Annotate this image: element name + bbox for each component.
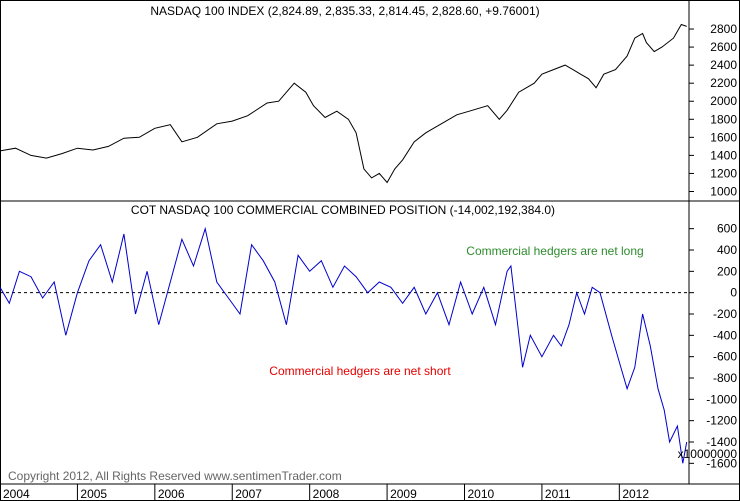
bottom-y-tick-label: -1200 — [706, 414, 737, 428]
top-y-axis: 1000 1200 1400 1600 1800 2000 2200 2400 2600 2800 — [689, 22, 737, 198]
x-tick-label: 2010 — [467, 487, 494, 501]
x-tick-label: 2012 — [622, 487, 649, 501]
bottom-y-tick-label: -600 — [713, 350, 737, 364]
bottom-y-tick-label: -200 — [713, 307, 737, 321]
top-y-tick-label: 1200 — [710, 166, 737, 180]
top-y-tick-label: 2800 — [710, 22, 737, 36]
top-y-tick-label: 1600 — [710, 130, 737, 144]
top-chart-title: NASDAQ 100 INDEX (2,824.89, 2,835.33, 2,… — [150, 4, 539, 18]
bottom-y-axis: 600 400 200 0 -200 -400 -600 -800 -1000 -1200 -140… — [689, 222, 737, 470]
bottom-y-tick-label: -800 — [713, 371, 737, 385]
top-y-tick-label: 2200 — [710, 76, 737, 90]
x-tick-label: 2011 — [545, 487, 571, 501]
bottom-y-tick-label: 0 — [730, 286, 737, 300]
x-tick-label: 2006 — [158, 487, 185, 501]
top-y-tick-label: 1400 — [710, 148, 737, 162]
top-y-tick-label: 2000 — [710, 94, 737, 108]
bottom-y-tick-label: -1600 — [706, 456, 737, 470]
net-short-annotation: Commercial hedgers are net short — [269, 364, 451, 378]
bottom-chart-title: COT NASDAQ 100 COMMERCIAL COMBINED POSIT… — [131, 203, 555, 217]
bottom-y-tick-label: 600 — [717, 222, 737, 236]
bottom-y-tick-label: -400 — [713, 328, 737, 342]
top-y-tick-label: 1800 — [710, 112, 737, 126]
bottom-y-tick-label: -1400 — [706, 435, 737, 449]
bottom-y-tick-label: -1000 — [706, 392, 737, 406]
x-tick-label: 2009 — [390, 487, 417, 501]
x-axis: 2004 2005 2006 2007 2008 2009 2010 2011 2012 — [0, 484, 649, 501]
scale-label: x10000000 — [678, 447, 738, 461]
cot-position-line — [0, 226, 688, 464]
x-tick-label: 2005 — [80, 487, 107, 501]
net-long-annotation: Commercial hedgers are net long — [466, 244, 643, 258]
copyright-text: Copyright 2012, All Rights Reserved www.… — [8, 469, 342, 483]
x-tick-label: 2008 — [313, 487, 340, 501]
bottom-y-tick-label: 400 — [717, 243, 737, 257]
nasdaq-index-line — [0, 23, 687, 184]
x-tick-label: 2004 — [3, 487, 30, 501]
x-tick-label: 2007 — [235, 487, 262, 501]
top-y-tick-label: 2400 — [710, 58, 737, 72]
bottom-y-tick-label: 200 — [717, 264, 737, 278]
top-y-tick-label: 1000 — [710, 184, 737, 198]
top-y-tick-label: 2600 — [710, 40, 737, 54]
